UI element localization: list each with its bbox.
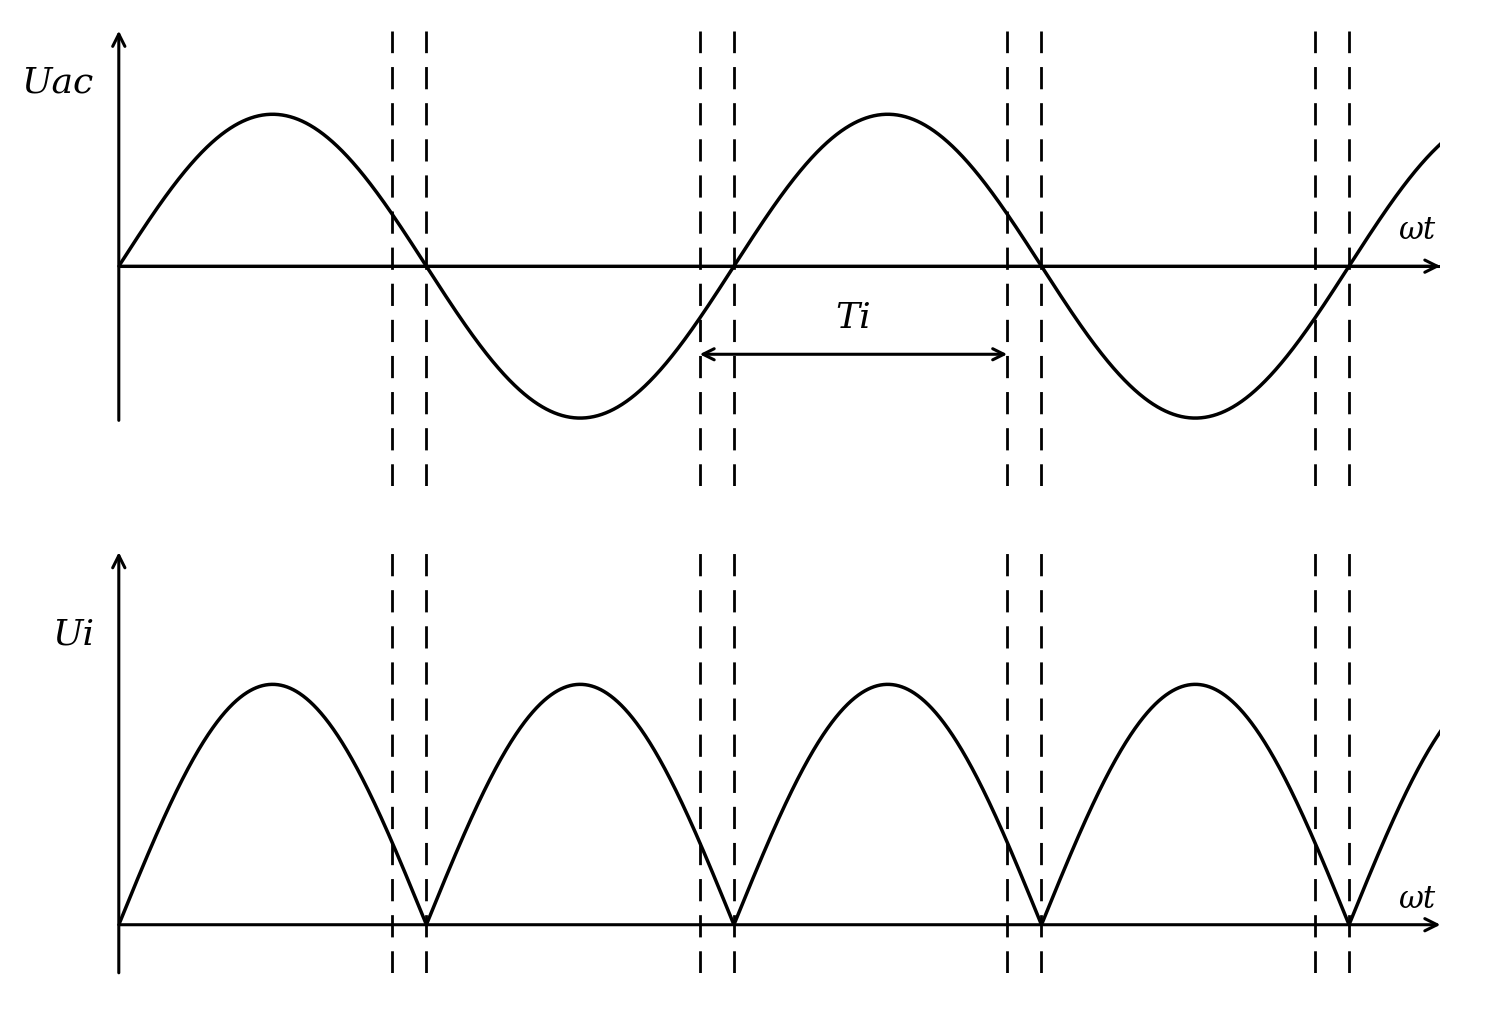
Text: Uac: Uac bbox=[22, 66, 95, 99]
Text: Ui: Ui bbox=[52, 617, 95, 651]
Text: Ti: Ti bbox=[836, 300, 872, 335]
Text: ωt: ωt bbox=[1399, 215, 1436, 247]
Text: ωt: ωt bbox=[1399, 884, 1436, 915]
